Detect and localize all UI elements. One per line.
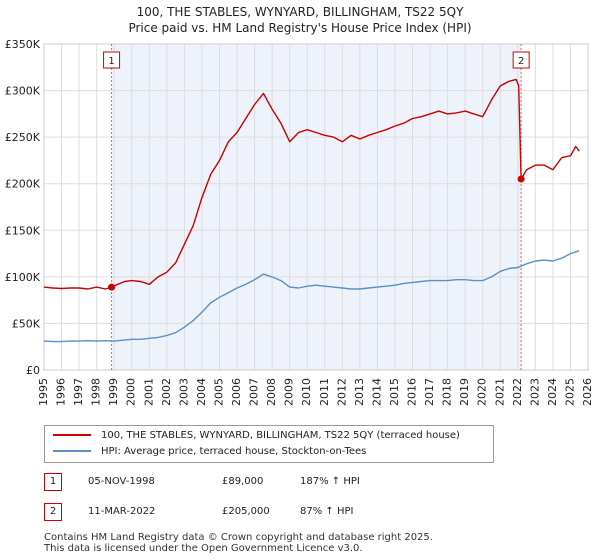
y-tick-label: £100K <box>5 271 41 284</box>
x-tick-label: 2015 <box>388 378 401 406</box>
x-tick-label: 2005 <box>212 378 225 406</box>
x-tick-label: 2010 <box>300 378 313 406</box>
x-tick-label: 2000 <box>125 378 138 406</box>
legend: 100, THE STABLES, WYNYARD, BILLINGHAM, T… <box>44 425 494 463</box>
x-tick-label: 2018 <box>441 378 454 406</box>
x-tick-label: 1998 <box>90 378 103 406</box>
footer-copyright: Contains HM Land Registry data © Crown c… <box>44 532 433 543</box>
sale-marker-badge: 2 <box>44 503 62 521</box>
legend-item-property: 100, THE STABLES, WYNYARD, BILLINGHAM, T… <box>53 428 460 444</box>
legend-line-blue-icon <box>53 450 91 452</box>
price-chart: £0 £50K £100K £150K £200K £250K £300K £350K 1995… <box>5 38 594 406</box>
sale-marker-box <box>103 51 121 69</box>
y-tick-label: £300K <box>5 85 41 98</box>
x-tick-label: 2025 <box>563 378 576 406</box>
sale-marker-label: 2 <box>518 56 524 67</box>
sale-hpi-change: 87% ↑ HPI <box>300 506 354 517</box>
x-tick-label: 2023 <box>528 378 541 406</box>
legend-label-property: 100, THE STABLES, WYNYARD, BILLINGHAM, T… <box>101 430 460 441</box>
x-tick-label: 1995 <box>37 378 50 406</box>
x-tick-label: 2016 <box>406 378 419 406</box>
y-tick-label: £200K <box>5 178 41 191</box>
x-tick-label: 2011 <box>318 378 331 406</box>
sale-row: 2 11-MAR-2022 £205,000 87% ↑ HPI <box>44 502 564 522</box>
sale-marker-badge: 1 <box>44 473 62 491</box>
sale-date: 11-MAR-2022 <box>88 506 156 517</box>
y-tick-label: £0 <box>26 364 40 377</box>
x-tick-label: 2022 <box>511 378 524 406</box>
x-tick-label: 2017 <box>423 378 436 406</box>
series-line <box>43 78 580 290</box>
sale-hpi-change: 187% ↑ HPI <box>300 476 360 487</box>
chart-title: 100, THE STABLES, WYNYARD, BILLINGHAM, T… <box>136 5 464 19</box>
legend-line-red-icon <box>53 434 91 436</box>
x-tick-label: 2007 <box>248 378 261 406</box>
sale-row: 1 05-NOV-1998 £89,000 187% ↑ HPI <box>44 472 564 492</box>
x-tick-label: 2006 <box>230 378 243 406</box>
y-tick-label: £150K <box>5 224 41 237</box>
x-tick-label: 1999 <box>107 378 120 406</box>
plot-border <box>43 43 589 371</box>
x-tick-label: 2013 <box>353 378 366 406</box>
x-tick-label: 2019 <box>458 378 471 406</box>
sale-date: 05-NOV-1998 <box>88 476 155 487</box>
x-tick-label: 2026 <box>581 378 594 406</box>
x-tick-label: 2021 <box>493 378 506 406</box>
legend-item-hpi: HPI: Average price, terraced house, Stoc… <box>53 444 366 460</box>
ownership-period-shade <box>111 44 522 370</box>
sale-marker-label: 1 <box>108 56 114 67</box>
x-tick-label: 2004 <box>195 378 208 406</box>
x-tick-label: 1996 <box>55 378 68 406</box>
sale-marker-box <box>512 51 530 69</box>
chart-subtitle: Price paid vs. HM Land Registry's House … <box>128 21 472 35</box>
y-tick-label: £50K <box>12 317 41 330</box>
footer-license: This data is licensed under the Open Gov… <box>44 543 363 554</box>
sale-price: £89,000 <box>222 476 264 487</box>
x-tick-label: 1997 <box>72 378 85 406</box>
sale-price: £205,000 <box>222 506 270 517</box>
x-tick-label: 2020 <box>476 378 489 406</box>
legend-label-hpi: HPI: Average price, terraced house, Stoc… <box>101 446 367 457</box>
y-tick-label: £350K <box>5 38 41 51</box>
x-tick-label: 2009 <box>283 378 296 406</box>
x-tick-label: 2012 <box>335 378 348 406</box>
x-tick-label: 2014 <box>370 378 383 406</box>
x-tick-label: 2002 <box>160 378 173 406</box>
sale-point <box>108 283 116 291</box>
series-line <box>43 250 580 343</box>
x-tick-label: 2008 <box>265 378 278 406</box>
y-tick-label: £250K <box>5 131 41 144</box>
x-tick-label: 2001 <box>142 378 155 406</box>
sale-point <box>517 175 525 183</box>
x-tick-label: 2003 <box>177 378 190 406</box>
x-tick-label: 2024 <box>546 378 559 406</box>
